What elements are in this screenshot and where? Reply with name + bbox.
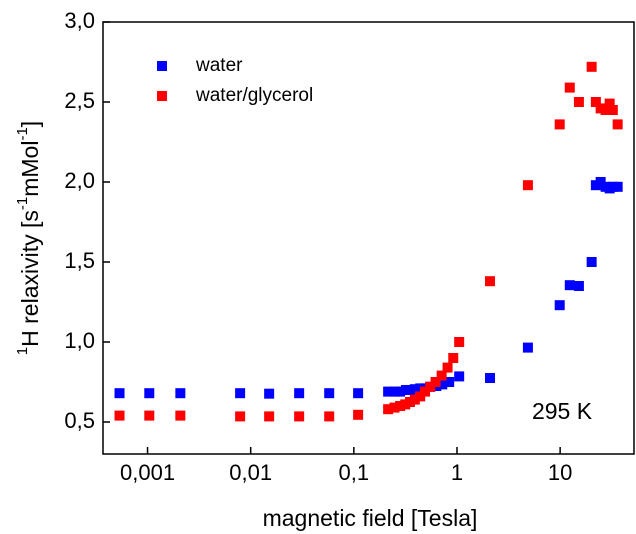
y-tick-label: 3,0: [64, 8, 95, 33]
marker: [420, 386, 431, 397]
marker: [353, 388, 364, 399]
marker: [573, 97, 584, 107]
marker: [564, 280, 575, 291]
marker: [235, 388, 246, 399]
y-axis-label-part: ]: [17, 121, 43, 127]
legend-marker: [157, 61, 167, 71]
x-tick-label: 0,1: [339, 460, 370, 485]
marker: [600, 105, 611, 115]
y-axis-label-sup: 1: [14, 347, 31, 355]
marker: [409, 394, 420, 405]
y-axis-label-sup: -1: [14, 197, 31, 210]
y-axis-label: 1H relaxivity [s-1mMol-1]: [14, 121, 43, 355]
marker: [294, 388, 305, 399]
y-axis-label-part: mMol: [17, 141, 43, 197]
marker: [383, 404, 394, 415]
marker: [586, 257, 597, 267]
marker: [436, 370, 447, 381]
marker: [586, 61, 597, 72]
y-tick-label: 2,0: [64, 168, 95, 193]
marker: [395, 401, 406, 411]
marker: [409, 384, 420, 395]
marker: [554, 119, 565, 130]
marker: [324, 411, 335, 422]
y-axis-label-part: H relaxivity [s: [17, 210, 43, 347]
y-tick-label: 1,0: [64, 328, 95, 353]
marker: [448, 353, 459, 363]
marker: [444, 377, 455, 387]
marker: [390, 386, 401, 397]
marker: [454, 371, 465, 382]
marker: [324, 388, 335, 399]
marker: [395, 386, 406, 397]
marker: [604, 98, 615, 109]
marker: [485, 373, 496, 383]
marker: [573, 281, 584, 291]
y-axis-label-sup: -1: [14, 127, 31, 140]
marker: [144, 410, 155, 421]
marker: [114, 410, 125, 421]
marker: [114, 388, 125, 399]
legend-label: water: [195, 55, 243, 76]
marker: [590, 97, 601, 107]
marker: [607, 105, 618, 115]
marker: [522, 180, 533, 191]
marker: [353, 409, 364, 420]
x-tick-label: 0,001: [120, 460, 175, 485]
marker: [454, 337, 465, 347]
marker: [612, 119, 623, 130]
plot-frame: [102, 21, 635, 455]
marker: [389, 402, 400, 413]
marker: [437, 379, 448, 390]
marker: [235, 411, 246, 422]
annotation: 295 K: [532, 398, 593, 424]
marker: [175, 388, 186, 399]
x-tick-label: 10: [548, 460, 572, 485]
marker: [175, 410, 186, 421]
legend-marker: [157, 91, 167, 101]
marker: [294, 411, 305, 422]
y-tick-label: 1,5: [64, 248, 95, 273]
marker: [554, 300, 565, 311]
marker: [383, 386, 394, 397]
y-tick-label: 0,5: [64, 408, 95, 433]
marker: [564, 82, 575, 93]
marker: [425, 381, 436, 392]
marker: [430, 377, 441, 387]
x-tick-label: 1: [451, 460, 463, 485]
marker: [612, 181, 623, 192]
x-tick-label: 0,01: [229, 460, 272, 485]
x-axis-label: magnetic field [Tesla]: [263, 505, 478, 531]
y-tick-label: 2,5: [64, 88, 95, 113]
marker: [522, 342, 533, 353]
marker: [264, 411, 275, 422]
marker: [144, 388, 155, 399]
marker: [264, 388, 275, 399]
marker: [485, 276, 496, 287]
marker: [442, 362, 453, 373]
legend-label: water/glycerol: [195, 85, 313, 106]
